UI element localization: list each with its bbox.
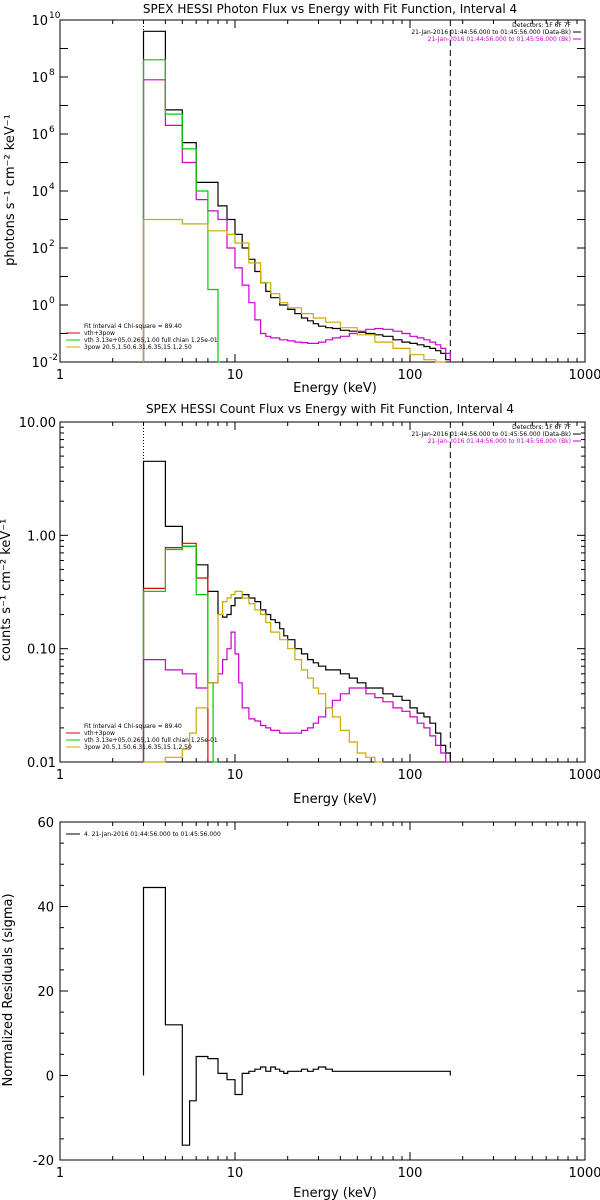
- series-line-3: [142, 218, 446, 363]
- legend-right-text: Detectors: 1F 6F 7F: [512, 22, 571, 29]
- y-tick-label: 10: [31, 71, 48, 86]
- series-line-4: [143, 590, 383, 763]
- series-line-0: [142, 886, 451, 1146]
- series-line-0: [142, 30, 451, 362]
- legend-left-text: 3pow 20.5,1.50,6.31,6.35,15.1,2.50: [84, 744, 192, 751]
- legend-left-text: vth 3.13e+05,0.265,1.00 full chian 1.25e…: [84, 737, 218, 744]
- x-tick-label: 1000: [568, 368, 600, 383]
- legend-right-text: 21-Jan-2016 01:44:56.000 to 01:45:56.000…: [428, 36, 571, 43]
- y-tick-label: 10: [31, 185, 48, 200]
- y-tick-exponent: -2: [49, 353, 58, 363]
- x-tick-label: 1: [56, 368, 64, 383]
- y-tick-exponent: 4: [49, 182, 55, 192]
- y-tick-exponent: 6: [49, 125, 55, 135]
- plot-frame: [59, 19, 586, 363]
- legend-left-text: Fit Interval 4 Chi-square = 89.40: [84, 723, 182, 730]
- y-tick-label: 20: [37, 985, 54, 1000]
- count-flux-panel: SPEX HESSI Count Flux vs Energy with Fit…: [0, 402, 600, 807]
- legend-left-text: vth+3pow: [84, 730, 115, 737]
- legend-left-text: vth 3.13e+05,0.265,1.00 full chian 1.25e…: [84, 337, 218, 344]
- legend-left-text: Fit Interval 4 Chi-square = 89.40: [84, 323, 182, 330]
- x-tick-label: 1000: [568, 1166, 600, 1181]
- y-tick-exponent: 8: [49, 68, 55, 78]
- photon-flux-xlabel: Energy (keV): [293, 381, 377, 396]
- plot-frame: [59, 421, 586, 763]
- series-line-1: [142, 79, 451, 362]
- legend-left-text: 4. 21-Jan-2016 01:44:56.000 to 01:45:56.…: [84, 831, 221, 838]
- count-flux-ylabel: counts s⁻¹ cm⁻² keV⁻¹: [0, 519, 14, 662]
- photon-flux-ylabel: photons s⁻¹ cm⁻² keV⁻¹: [3, 114, 18, 266]
- y-tick-label: 10: [31, 356, 48, 371]
- residuals-xlabel: Energy (keV): [293, 1186, 377, 1200]
- x-tick-label: 10: [227, 1166, 244, 1181]
- y-tick-label: 0.10: [27, 643, 56, 658]
- y-tick-label: 10: [31, 14, 48, 29]
- residuals-marks: 1 10 100 1000 -20 0 20 40 60 4. 21-Jan-2016 01:44…: [33, 816, 600, 1181]
- y-tick-label: 60: [37, 816, 54, 831]
- y-tick-label: -20: [33, 1154, 54, 1169]
- x-tick-label: 100: [398, 768, 423, 783]
- legend-right-text: 21-Jan-2016 01:44:56.000 to 01:45:56.000…: [428, 438, 571, 445]
- photon-flux-panel: SPEX HESSI Photon Flux vs Energy with Fi…: [3, 2, 600, 396]
- x-tick-label: 10: [227, 368, 244, 383]
- x-tick-label: 100: [398, 1166, 423, 1181]
- legend-right-text: 21-Jan-2016 01:44:56.000 to 01:45:56.000…: [411, 29, 571, 36]
- count-flux-title: SPEX HESSI Count Flux vs Energy with Fit…: [146, 402, 514, 416]
- y-tick-label: 10: [31, 128, 48, 143]
- y-tick-label: 40: [37, 901, 54, 916]
- x-tick-label: 1: [56, 768, 64, 783]
- y-tick-label: 0.01: [27, 756, 56, 771]
- x-tick-label: 1000: [568, 768, 600, 783]
- x-tick-label: 10: [227, 768, 244, 783]
- legend-right-text: Detectors: 1F 6F 7F: [512, 424, 571, 431]
- legend-right-text: 21-Jan-2016 01:44:56.000 to 01:45:56.000…: [411, 431, 571, 438]
- residuals-panel: Energy (keV) Normalized Residuals (sigma…: [1, 816, 600, 1200]
- y-tick-label: 0: [46, 1070, 54, 1085]
- y-tick-label: 10.00: [19, 416, 56, 431]
- count-flux-marks: 1 10 100 1000 0.01 0.10 1.00 10.00 Detectors: 1F…: [19, 416, 600, 783]
- y-tick-exponent: 10: [49, 11, 61, 21]
- legend-left-text: vth+3pow: [84, 330, 115, 337]
- legend-left-text: 3pow 20.5,1.50,6.31,6.35,15.1,2.50: [84, 344, 192, 351]
- y-tick-label: 1.00: [27, 529, 56, 544]
- x-tick-label: 100: [398, 368, 423, 383]
- y-tick-label: 10: [31, 242, 48, 257]
- residuals-ylabel: Normalized Residuals (sigma): [1, 893, 16, 1086]
- x-tick-label: 1: [56, 1166, 64, 1181]
- y-tick-label: 10: [31, 299, 48, 314]
- photon-flux-title: SPEX HESSI Photon Flux vs Energy with Fi…: [143, 2, 517, 16]
- plot-frame: [59, 821, 586, 1161]
- y-tick-exponent: 2: [49, 239, 55, 249]
- count-flux-xlabel: Energy (keV): [293, 792, 377, 807]
- series-line-2: [142, 59, 220, 363]
- series-line-0: [142, 460, 451, 762]
- y-tick-exponent: 0: [49, 296, 55, 306]
